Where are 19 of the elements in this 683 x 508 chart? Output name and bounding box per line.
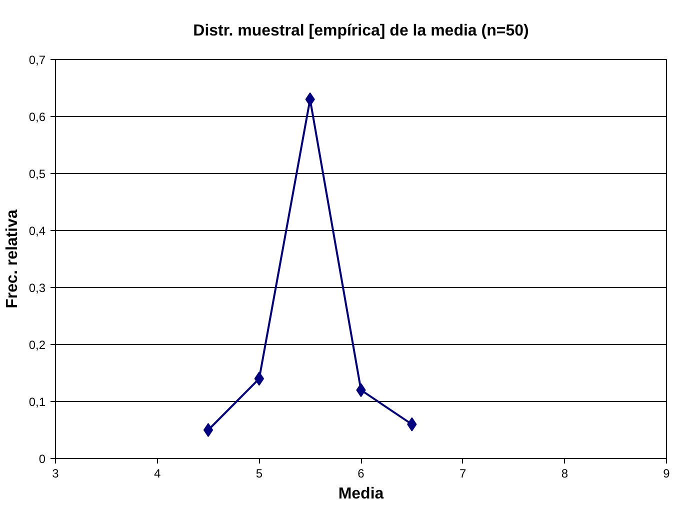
y-tick-label: 0,3 [28,281,46,295]
y-tick-label: 0 [38,452,46,466]
y-tick-label: 0,4 [28,224,46,238]
x-tick-label: 4 [154,466,161,480]
y-tick-label: 0,5 [28,167,46,181]
x-axis-title: Media [338,486,384,502]
point [203,423,214,437]
x-tick-label: 7 [459,466,466,480]
y-tick-label: 0,6 [28,110,46,124]
x-tick-label: 5 [256,466,263,480]
x-tick-label: 9 [663,466,670,480]
y-axis-title: Frec. relativa [4,210,21,308]
y-tick-label: 0,1 [28,395,46,409]
y-tick-label: 0,2 [28,338,46,352]
chart-title: Distr. muestral [empírica] de la media (n=50) [193,22,529,40]
x-tick-label: 6 [358,466,365,480]
x-tick-label: 3 [52,466,60,480]
x-tick-label: 8 [561,466,568,480]
y-tick-label: 0,7 [28,53,46,67]
